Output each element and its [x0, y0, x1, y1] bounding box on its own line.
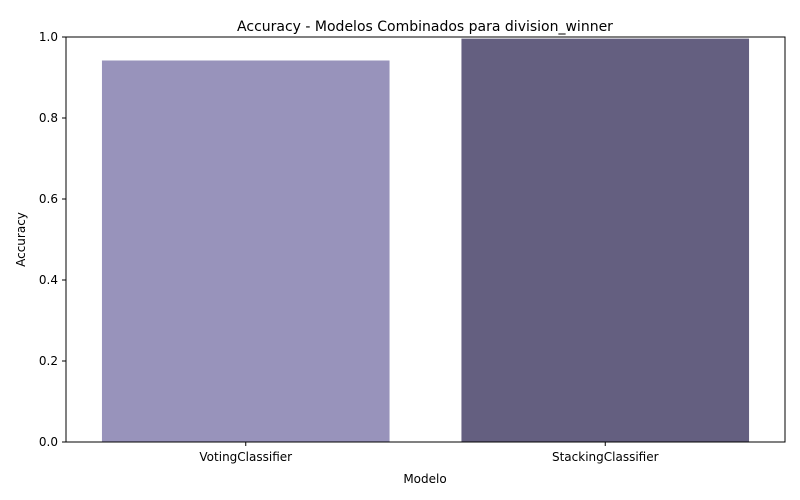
- y-axis: 0.0 0.2 0.4 0.6 0.8 1.0: [39, 30, 66, 449]
- bar-stackingclassifier: [461, 38, 750, 443]
- x-axis: VotingClassifier StackingClassifier: [199, 442, 659, 464]
- x-tick-label: VotingClassifier: [199, 450, 292, 464]
- y-tick-label: 0.8: [39, 111, 58, 125]
- y-axis-label: Accuracy: [14, 212, 28, 267]
- plot-frame: [65, 36, 786, 443]
- y-tick-label: 0.6: [39, 192, 58, 206]
- chart-title: Accuracy - Modelos Combinados para divis…: [237, 19, 613, 35]
- y-tick-label: 1.0: [39, 30, 58, 44]
- y-tick-label: 0.0: [39, 435, 58, 449]
- y-tick-label: 0.2: [39, 354, 58, 368]
- y-tick-label: 0.4: [39, 273, 58, 287]
- bars-layer: [101, 38, 750, 443]
- x-tick-label: StackingClassifier: [552, 450, 659, 464]
- bar-votingclassifier: [101, 60, 390, 443]
- x-axis-label: Modelo: [403, 472, 446, 486]
